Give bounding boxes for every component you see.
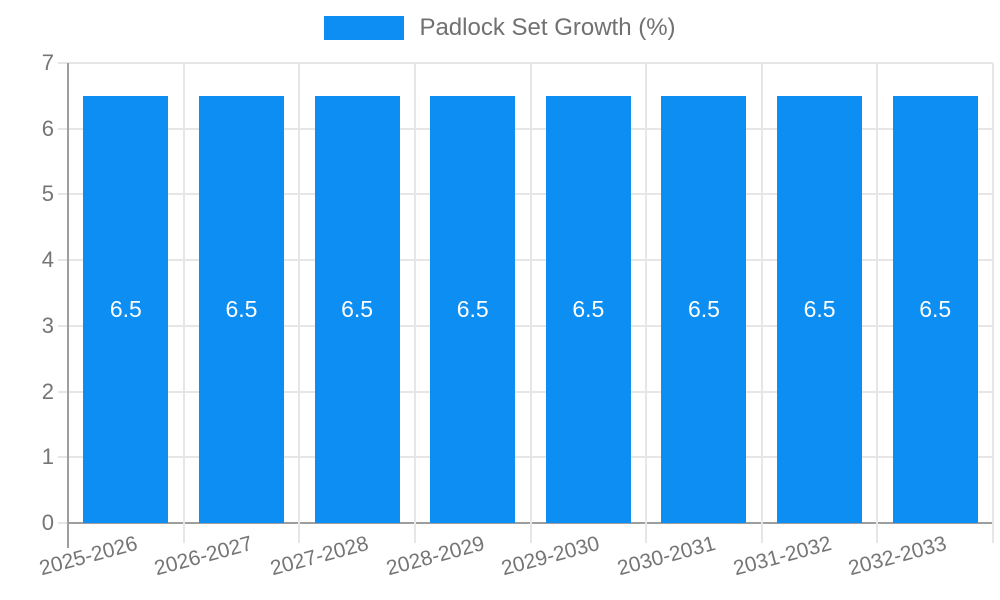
bar-value-label: 6.5 — [572, 296, 605, 323]
v-gridline — [529, 63, 532, 543]
bar-value-label: 6.5 — [341, 296, 374, 323]
v-gridline — [645, 63, 648, 543]
y-axis-line — [67, 63, 69, 548]
y-axis-tick — [58, 456, 68, 459]
bar — [892, 95, 978, 523]
chart-legend[interactable]: Padlock Set Growth (%) — [0, 14, 1000, 42]
y-axis-tick — [58, 62, 68, 64]
y-axis-tick-label: 5 — [41, 181, 54, 207]
y-axis-tick-label: 4 — [41, 247, 54, 273]
bar — [430, 95, 516, 523]
legend-color-swatch — [324, 16, 405, 40]
bar — [661, 95, 747, 523]
bar-value-label: 6.5 — [687, 296, 720, 323]
legend-series-label: Padlock Set Growth (%) — [419, 14, 676, 41]
bar-value-label: 6.5 — [109, 296, 142, 323]
y-axis-tick-label: 7 — [41, 50, 54, 75]
bar — [777, 95, 863, 523]
y-axis-tick — [58, 324, 68, 327]
bar-value-label: 6.5 — [803, 296, 836, 323]
y-axis-tick-label: 0 — [41, 510, 54, 535]
y-axis-tick — [58, 193, 68, 196]
v-gridline — [298, 63, 301, 543]
y-axis-tick — [58, 522, 68, 524]
y-axis-tick-label: 1 — [41, 444, 54, 470]
v-gridline — [992, 63, 994, 543]
v-gridline — [182, 63, 185, 543]
bar — [83, 95, 169, 523]
y-axis-tick-label: 2 — [41, 378, 54, 404]
bar — [198, 95, 284, 523]
y-axis-tick-label: 6 — [41, 115, 54, 141]
bar — [314, 95, 400, 523]
bar-value-label: 6.5 — [456, 296, 489, 323]
y-axis-tick-label: 3 — [41, 312, 54, 338]
bar — [545, 95, 631, 523]
y-axis-tick — [58, 127, 68, 130]
v-gridline — [876, 63, 879, 543]
v-gridline — [413, 63, 416, 543]
y-axis-tick — [58, 259, 68, 262]
y-axis-tick — [58, 390, 68, 393]
bar-value-label: 6.5 — [919, 296, 952, 323]
bar-value-label: 6.5 — [225, 296, 258, 323]
v-gridline — [760, 63, 763, 543]
